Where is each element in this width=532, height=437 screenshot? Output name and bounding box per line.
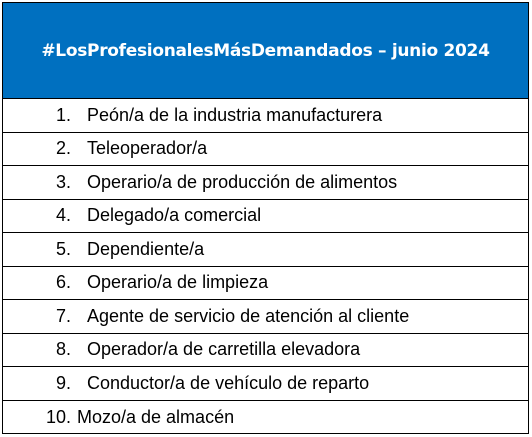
row-number: 9. xyxy=(55,372,71,393)
table-header: #LosProfesionalesMásDemandados – junio 2… xyxy=(3,3,528,99)
table-row: 2. Teleoperador/a xyxy=(3,133,528,166)
table-row: 8. Operador/a de carretilla elevadora xyxy=(3,334,528,367)
ranking-table: #LosProfesionalesMásDemandados – junio 2… xyxy=(2,2,529,434)
table-row: 10. Mozo/a de almacén xyxy=(3,401,528,435)
row-number: 7. xyxy=(55,305,71,326)
row-number: 8. xyxy=(55,339,71,360)
table-row: 3. Operario/a de producción de alimentos xyxy=(3,166,528,200)
row-label: Delegado/a comercial xyxy=(87,205,262,226)
row-label: Agente de servicio de atención al client… xyxy=(87,305,410,326)
table-row: 7. Agente de servicio de atención al cli… xyxy=(3,300,528,334)
row-label: Peón/a de la industria manufacturera xyxy=(87,104,383,125)
table-row: 1. Peón/a de la industria manufacturera xyxy=(3,99,528,133)
row-label: Conductor/a de vehículo de reparto xyxy=(87,372,370,393)
row-number: 3. xyxy=(55,171,71,192)
row-label: Operario/a de producción de alimentos xyxy=(87,171,398,192)
row-number: 2. xyxy=(55,138,71,159)
row-number: 10. xyxy=(45,406,71,427)
table-row: 4. Delegado/a comercial xyxy=(3,200,528,233)
row-number: 4. xyxy=(55,205,71,226)
row-number: 6. xyxy=(55,272,71,293)
table-row: 6. Operario/a de limpieza xyxy=(3,267,528,300)
row-label: Operario/a de limpieza xyxy=(87,272,269,293)
table-row: 9. Conductor/a de vehículo de reparto xyxy=(3,367,528,401)
row-label: Mozo/a de almacén xyxy=(77,406,235,427)
row-label: Teleoperador/a xyxy=(87,138,208,159)
table-title: #LosProfesionalesMásDemandados – junio 2… xyxy=(41,40,490,61)
row-label: Operador/a de carretilla elevadora xyxy=(87,339,361,360)
table-row: 5. Dependiente/a xyxy=(3,233,528,267)
row-number: 5. xyxy=(55,238,71,259)
row-number: 1. xyxy=(55,104,71,125)
row-label: Dependiente/a xyxy=(87,238,205,259)
